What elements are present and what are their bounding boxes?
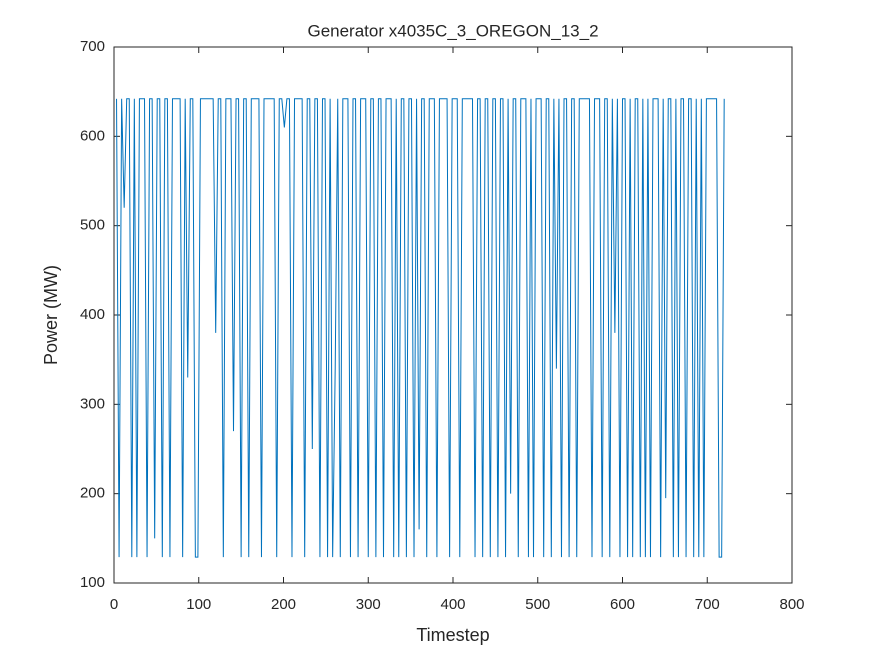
y-tick-label: 300 bbox=[80, 395, 105, 412]
x-tick-label: 600 bbox=[610, 596, 635, 613]
x-tick-label: 300 bbox=[356, 596, 381, 613]
x-tick-label: 800 bbox=[779, 596, 804, 613]
y-tick-label: 500 bbox=[80, 217, 105, 234]
x-tick-label: 400 bbox=[440, 596, 465, 613]
y-tick-label: 700 bbox=[80, 38, 105, 55]
data-line bbox=[116, 98, 725, 558]
x-axis-label: Timestep bbox=[416, 625, 489, 645]
x-tick-label: 100 bbox=[186, 596, 211, 613]
y-tick-label: 200 bbox=[80, 485, 105, 502]
chart-title: Generator x4035C_3_OREGON_13_2 bbox=[307, 21, 598, 40]
x-tick-label: 500 bbox=[525, 596, 550, 613]
y-tick-label: 100 bbox=[80, 574, 105, 591]
y-tick-label: 400 bbox=[80, 306, 105, 323]
y-axis-label: Power (MW) bbox=[41, 265, 61, 365]
x-tick-label: 200 bbox=[271, 596, 296, 613]
x-tick-label: 700 bbox=[695, 596, 720, 613]
x-tick-label: 0 bbox=[110, 596, 118, 613]
y-tick-label: 600 bbox=[80, 127, 105, 144]
